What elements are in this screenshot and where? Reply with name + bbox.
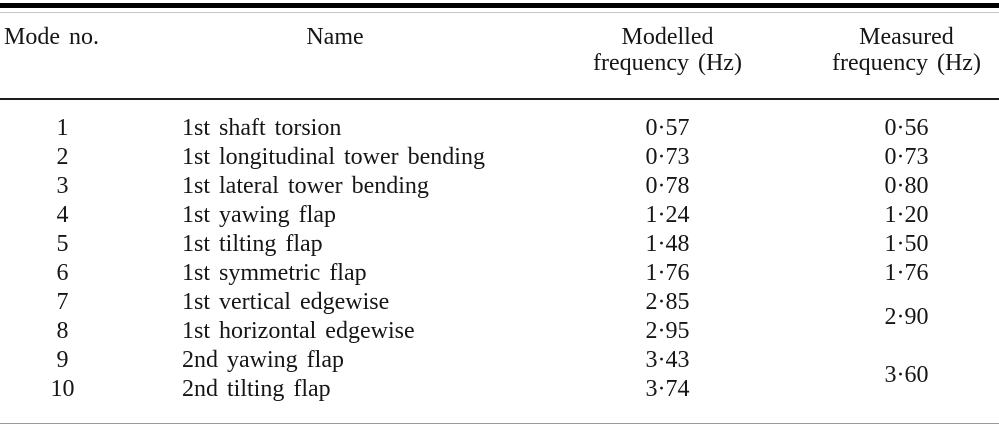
mode-name-cell: 1st vertical edgewise: [182, 289, 390, 315]
mode-no-cell: 1: [56, 115, 69, 141]
measured-frequency-cell: 0·56: [884, 115, 929, 141]
measured-frequency-cell: 0·80: [884, 173, 929, 199]
table-row: 5 1st tilting flap 1·48 1·50: [0, 230, 999, 259]
mode-no-cell: 8: [56, 318, 69, 344]
mode-name-cell: 2nd yawing flap: [182, 347, 344, 373]
modelled-frequency-cell: 0·78: [645, 173, 690, 199]
modelled-frequency-cell: 0·73: [645, 144, 690, 170]
table-row: 7 1st vertical edgewise 2·85 2·90: [0, 288, 999, 330]
mode-name-cell: 1st tilting flap: [182, 231, 323, 257]
col-header-measured-line2: frequency (Hz): [832, 50, 981, 76]
table-row: 4 1st yawing flap 1·24 1·20: [0, 201, 999, 230]
modelled-frequency-cell: 2·85: [645, 289, 690, 315]
mode-name-cell: 1st horizontal edgewise: [182, 318, 415, 344]
modelled-frequency-cell: 0·57: [645, 115, 690, 141]
measured-frequency-cell: 1·20: [884, 202, 929, 228]
col-header-modelled-line1: Modelled: [621, 24, 714, 50]
col-header-name-label: Name: [306, 24, 364, 50]
mode-no-cell: 10: [50, 376, 75, 402]
col-header-mode-no: Mode no.: [0, 0, 125, 100]
measured-frequency-merged-cell: 3·60: [884, 361, 929, 388]
mode-name-cell: 1st symmetric flap: [182, 260, 367, 286]
col-header-measured-frequency: Measured frequency (Hz): [790, 0, 999, 100]
mode-no-cell: 3: [56, 173, 69, 199]
col-header-mode-no-label: Mode no.: [4, 24, 99, 50]
measured-frequency-cell: 1·50: [884, 231, 929, 257]
mode-no-cell: 4: [56, 202, 69, 228]
modelled-frequency-cell: 3·43: [645, 347, 690, 373]
header-row: Mode no. Name Modelled frequency (Hz) Me…: [0, 0, 999, 100]
mode-no-cell: 9: [56, 347, 69, 373]
modelled-frequency-cell: 1·48: [645, 231, 690, 257]
modelled-frequency-cell: 3·74: [645, 376, 690, 402]
mode-no-cell: 7: [56, 289, 69, 315]
table-row: 1 1st shaft torsion 0·57 0·56: [0, 99, 999, 143]
measured-frequency-cell: 1·76: [884, 260, 929, 286]
mode-name-cell: 1st lateral tower bending: [182, 173, 429, 199]
table-row: 6 1st symmetric flap 1·76 1·76: [0, 259, 999, 288]
table-row: 3 1st lateral tower bending 0·78 0·80: [0, 172, 999, 201]
measured-frequency-merged-cell: 2·90: [884, 303, 929, 330]
mode-name-cell: 1st longitudinal tower bending: [182, 144, 485, 170]
bottom-rule: [0, 423, 999, 424]
table-row: 10 2nd tilting flap 3·74: [0, 375, 999, 404]
modal-frequencies-table: Mode no. Name Modelled frequency (Hz) Me…: [0, 0, 999, 404]
mode-name-cell: 2nd tilting flap: [182, 376, 331, 402]
col-header-measured-line1: Measured: [859, 24, 954, 50]
modelled-frequency-cell: 1·24: [645, 202, 690, 228]
col-header-modelled-frequency: Modelled frequency (Hz): [545, 0, 790, 100]
modelled-frequency-cell: 2·95: [645, 318, 690, 344]
modelled-frequency-cell: 1·76: [645, 260, 690, 286]
mode-name-cell: 1st yawing flap: [182, 202, 336, 228]
mode-no-cell: 5: [56, 231, 69, 257]
mode-no-cell: 2: [56, 144, 69, 170]
mode-no-cell: 6: [56, 260, 69, 286]
measured-frequency-cell: 0·73: [884, 144, 929, 170]
mode-name-cell: 1st shaft torsion: [182, 115, 342, 141]
col-header-name: Name: [125, 0, 545, 100]
col-header-modelled-line2: frequency (Hz): [593, 50, 742, 76]
table-row: 2 1st longitudinal tower bending 0·73 0·…: [0, 143, 999, 172]
table-row: 9 2nd yawing flap 3·43 3·60: [0, 346, 999, 388]
table-row: 8 1st horizontal edgewise 2·95: [0, 317, 999, 346]
